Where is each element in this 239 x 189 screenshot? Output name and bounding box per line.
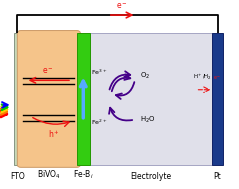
Text: e$^-$: e$^-$ <box>116 2 128 11</box>
Text: O$_2$: O$_2$ <box>140 71 150 81</box>
Text: BiVO$_4$: BiVO$_4$ <box>37 169 61 181</box>
Text: Fe$^{2+}$: Fe$^{2+}$ <box>91 118 107 127</box>
FancyBboxPatch shape <box>90 33 212 165</box>
FancyBboxPatch shape <box>14 33 21 165</box>
FancyBboxPatch shape <box>17 31 80 167</box>
Text: h$^+$: h$^+$ <box>49 128 60 140</box>
Text: Fe-B$_i$: Fe-B$_i$ <box>73 169 94 181</box>
Text: H$_2$O: H$_2$O <box>140 114 155 125</box>
FancyBboxPatch shape <box>77 33 90 165</box>
Text: H$^+$/H$_2$: H$^+$/H$_2$ <box>193 73 212 82</box>
FancyBboxPatch shape <box>212 33 223 165</box>
Text: Fe$^{3+}$: Fe$^{3+}$ <box>91 68 107 77</box>
Text: Electrolyte: Electrolyte <box>130 172 172 181</box>
Text: e$^-$: e$^-$ <box>213 75 222 82</box>
Text: FTO: FTO <box>10 172 25 181</box>
Text: e$^-$: e$^-$ <box>42 66 54 76</box>
Text: Pt: Pt <box>214 172 221 181</box>
